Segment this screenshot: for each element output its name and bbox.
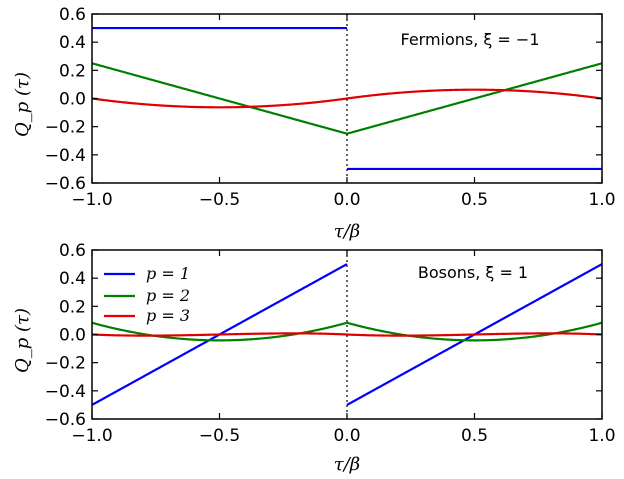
fermions-annotation: Fermions, ξ = −1	[400, 30, 539, 49]
y-tick-label: −0.6	[45, 410, 86, 430]
y-tick-label: 0.4	[59, 33, 86, 53]
legend-label-p2: p = 2	[146, 286, 190, 305]
y-tick-label: 0.2	[59, 297, 86, 317]
series-p2-segment-2	[346, 321, 602, 342]
series-p2-segment-1	[92, 321, 348, 342]
y-tick-label: −0.4	[45, 146, 86, 166]
y-tick-label: −0.4	[45, 382, 86, 402]
legend: p = 1 p = 2 p = 3	[104, 264, 190, 325]
x-tick-label: −1.0	[71, 426, 112, 446]
legend-label-p1: p = 1	[146, 264, 190, 283]
y-tick-label: 0.0	[59, 90, 86, 110]
y-tick-label: 0.4	[59, 269, 86, 289]
x-tick-label: 1.0	[588, 190, 615, 210]
y-tick-label: 0.6	[59, 241, 86, 261]
y-axis-label: Q_p (τ)	[12, 308, 33, 373]
series-p3-segment-2	[346, 88, 602, 100]
x-tick-label: −1.0	[71, 190, 112, 210]
y-tick-label: −0.2	[45, 118, 86, 138]
x-tick-label: 0.5	[461, 190, 488, 210]
series-p3-segment-1	[92, 332, 348, 337]
x-axis-label: τ/β	[334, 221, 360, 242]
fermions-panel: −1.0 −0.5 0.0 0.5 1.0 0.6 0.4 0.2 0.0 −0.2 −0.4 −0.…	[12, 5, 616, 242]
y-tick-label: 0.2	[59, 61, 86, 81]
x-tick-label: 0.0	[333, 190, 360, 210]
bosons-annotation: Bosons, ξ = 1	[418, 263, 528, 282]
x-tick-label: 0.5	[461, 426, 488, 446]
series-p3-segment-1	[92, 97, 348, 109]
series-p2-segment-1	[92, 62, 348, 135]
legend-label-p3: p = 3	[146, 306, 190, 325]
x-tick-label: 0.0	[333, 426, 360, 446]
x-tick-label: −0.5	[199, 426, 240, 446]
y-tick-label: 0.6	[59, 5, 86, 25]
x-tick-label: −0.5	[199, 190, 240, 210]
y-tick-label: −0.2	[45, 354, 86, 374]
x-tick-label: 1.0	[588, 426, 615, 446]
bosons-panel: −1.0 −0.5 0.0 0.5 1.0 0.6 0.4 0.2 0.0 −0.2 −0.4 −0.…	[12, 241, 616, 475]
x-axis-label: τ/β	[334, 454, 360, 475]
series-p3-segment-2	[346, 332, 602, 337]
y-tick-label: −0.6	[45, 174, 86, 194]
y-tick-label: 0.0	[59, 326, 86, 346]
y-axis-label: Q_p (τ)	[12, 72, 33, 137]
series-p2-segment-2	[346, 62, 602, 135]
